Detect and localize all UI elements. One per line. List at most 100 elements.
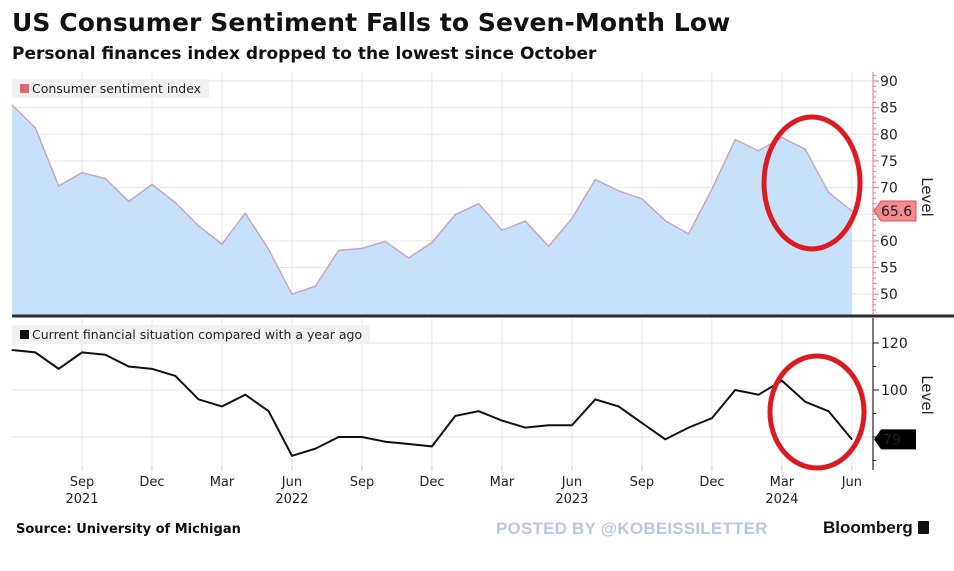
financial-situation-point	[174, 375, 176, 377]
financial-situation-point	[58, 368, 60, 370]
bloomberg-terminal-icon	[917, 521, 929, 534]
financial-situation-point	[804, 401, 806, 403]
bottom-legend: Current financial situation compared wit…	[12, 325, 371, 344]
financial-situation-point	[827, 410, 830, 412]
x-tick-year-label: 2021	[65, 492, 98, 507]
top-y-tick-label: 90	[880, 74, 898, 90]
x-tick-month-label: Jun	[281, 475, 302, 490]
sentiment-point	[501, 229, 503, 231]
financial-situation-point	[641, 422, 643, 424]
sentiment-area	[12, 104, 852, 315]
legend-swatch-financial	[20, 330, 29, 339]
sentiment-point	[221, 243, 223, 245]
sentiment-point	[431, 241, 433, 244]
financial-situation-point	[268, 410, 270, 412]
sentiment-point	[594, 179, 596, 181]
sentiment-point	[58, 185, 60, 187]
sentiment-point	[547, 245, 550, 247]
sentiment-point	[687, 233, 690, 235]
financial-situation-point	[571, 424, 573, 426]
top-y-ticks: 505560657075808590	[873, 74, 898, 311]
x-tick-month-label: Sep	[350, 475, 375, 490]
financial-situation-point	[547, 424, 550, 426]
financial-situation-point	[478, 410, 480, 412]
financial-situation-point	[221, 405, 223, 408]
financial-situation-point	[314, 448, 316, 450]
sentiment-point	[664, 220, 666, 222]
top-y-tick-label: 55	[880, 261, 898, 277]
legend-swatch-sentiment	[20, 84, 29, 93]
sentiment-point	[174, 201, 176, 204]
financial-situation-point	[128, 365, 130, 368]
chart-subtitle: Personal finances index dropped to the l…	[12, 44, 597, 64]
sentiment-point	[11, 104, 13, 106]
financial-situation-point	[244, 394, 246, 396]
bottom-y-tick-label: 120	[881, 336, 908, 352]
sentiment-point	[524, 220, 526, 222]
legend-label-financial: Current financial situation compared wit…	[32, 327, 363, 342]
top-y-axis-title: Level	[918, 177, 936, 217]
sentiment-point	[757, 150, 760, 152]
sentiment-point	[81, 172, 83, 174]
chart-title: US Consumer Sentiment Falls to Seven-Mon…	[12, 8, 731, 37]
sentiment-point	[198, 225, 200, 227]
financial-situation-point	[81, 351, 83, 353]
top-y-tick-label: 50	[880, 287, 898, 303]
sentiment-point	[384, 240, 386, 243]
x-tick-year-label: 2023	[555, 492, 588, 507]
financial-situation-point	[291, 455, 293, 457]
top-annotation-circle	[761, 114, 863, 252]
sentiment-point	[617, 190, 620, 192]
sentiment-point	[34, 127, 36, 129]
financial-situation-point	[104, 354, 106, 356]
source-note: Source: University of Michigan	[16, 522, 241, 537]
sentiment-point	[408, 257, 410, 259]
top-legend: Consumer sentiment index	[12, 79, 210, 98]
financial-situation-point	[501, 419, 503, 422]
sentiment-point	[827, 191, 830, 193]
watermark: POSTED BY @KOBEISSILETTER	[496, 519, 768, 538]
financial-situation-point	[34, 351, 36, 353]
bloomberg-logo: Bloomberg	[823, 518, 929, 538]
x-tick-year-label: 2024	[765, 492, 798, 507]
sentiment-point	[734, 139, 736, 141]
sentiment-point	[268, 248, 270, 251]
financial-situation-point	[384, 441, 386, 443]
financial-situation-point	[757, 394, 760, 396]
financial-situation-point	[408, 443, 410, 445]
x-tick-month-label: Mar	[210, 475, 235, 490]
financial-situation-point	[851, 438, 853, 440]
sentiment-point	[314, 285, 316, 287]
financial-situation-point	[711, 417, 713, 419]
brand-name: Bloomberg	[823, 518, 913, 537]
x-tick-month-label: Jun	[841, 475, 862, 490]
sentiment-point	[151, 183, 153, 186]
sentiment-point	[571, 217, 573, 220]
sentiment-point	[454, 214, 456, 216]
sentiment-points	[11, 104, 853, 295]
top-y-tick-label: 75	[880, 154, 898, 170]
financial-situation-point	[454, 415, 456, 417]
x-tick-month-label: Jun	[561, 475, 582, 490]
sentiment-point	[128, 200, 130, 203]
sentiment-point	[711, 188, 713, 190]
x-tick-month-label: Mar	[490, 475, 515, 490]
financial-situation-point	[594, 398, 596, 400]
financial-situation-point	[524, 427, 526, 429]
top-last-value-marker: 65.6	[873, 200, 917, 222]
financial-situation-point	[11, 349, 13, 351]
financial-situation-point	[338, 436, 340, 438]
top-y-tick-label: 60	[880, 234, 898, 250]
bottom-y-ticks: 100 120	[873, 336, 908, 461]
financial-situation-point	[781, 380, 783, 382]
sentiment-point	[244, 212, 246, 214]
x-tick-month-label: Dec	[699, 475, 724, 490]
top-last-value-label: 65.6	[881, 204, 912, 220]
top-last-value-tag	[873, 200, 917, 222]
bottom-last-value-tag	[874, 429, 916, 450]
sentiment-point	[104, 177, 106, 180]
sentiment-point	[641, 198, 643, 200]
top-y-tick-label: 80	[880, 127, 898, 143]
x-tick-month-label: Dec	[139, 475, 164, 490]
